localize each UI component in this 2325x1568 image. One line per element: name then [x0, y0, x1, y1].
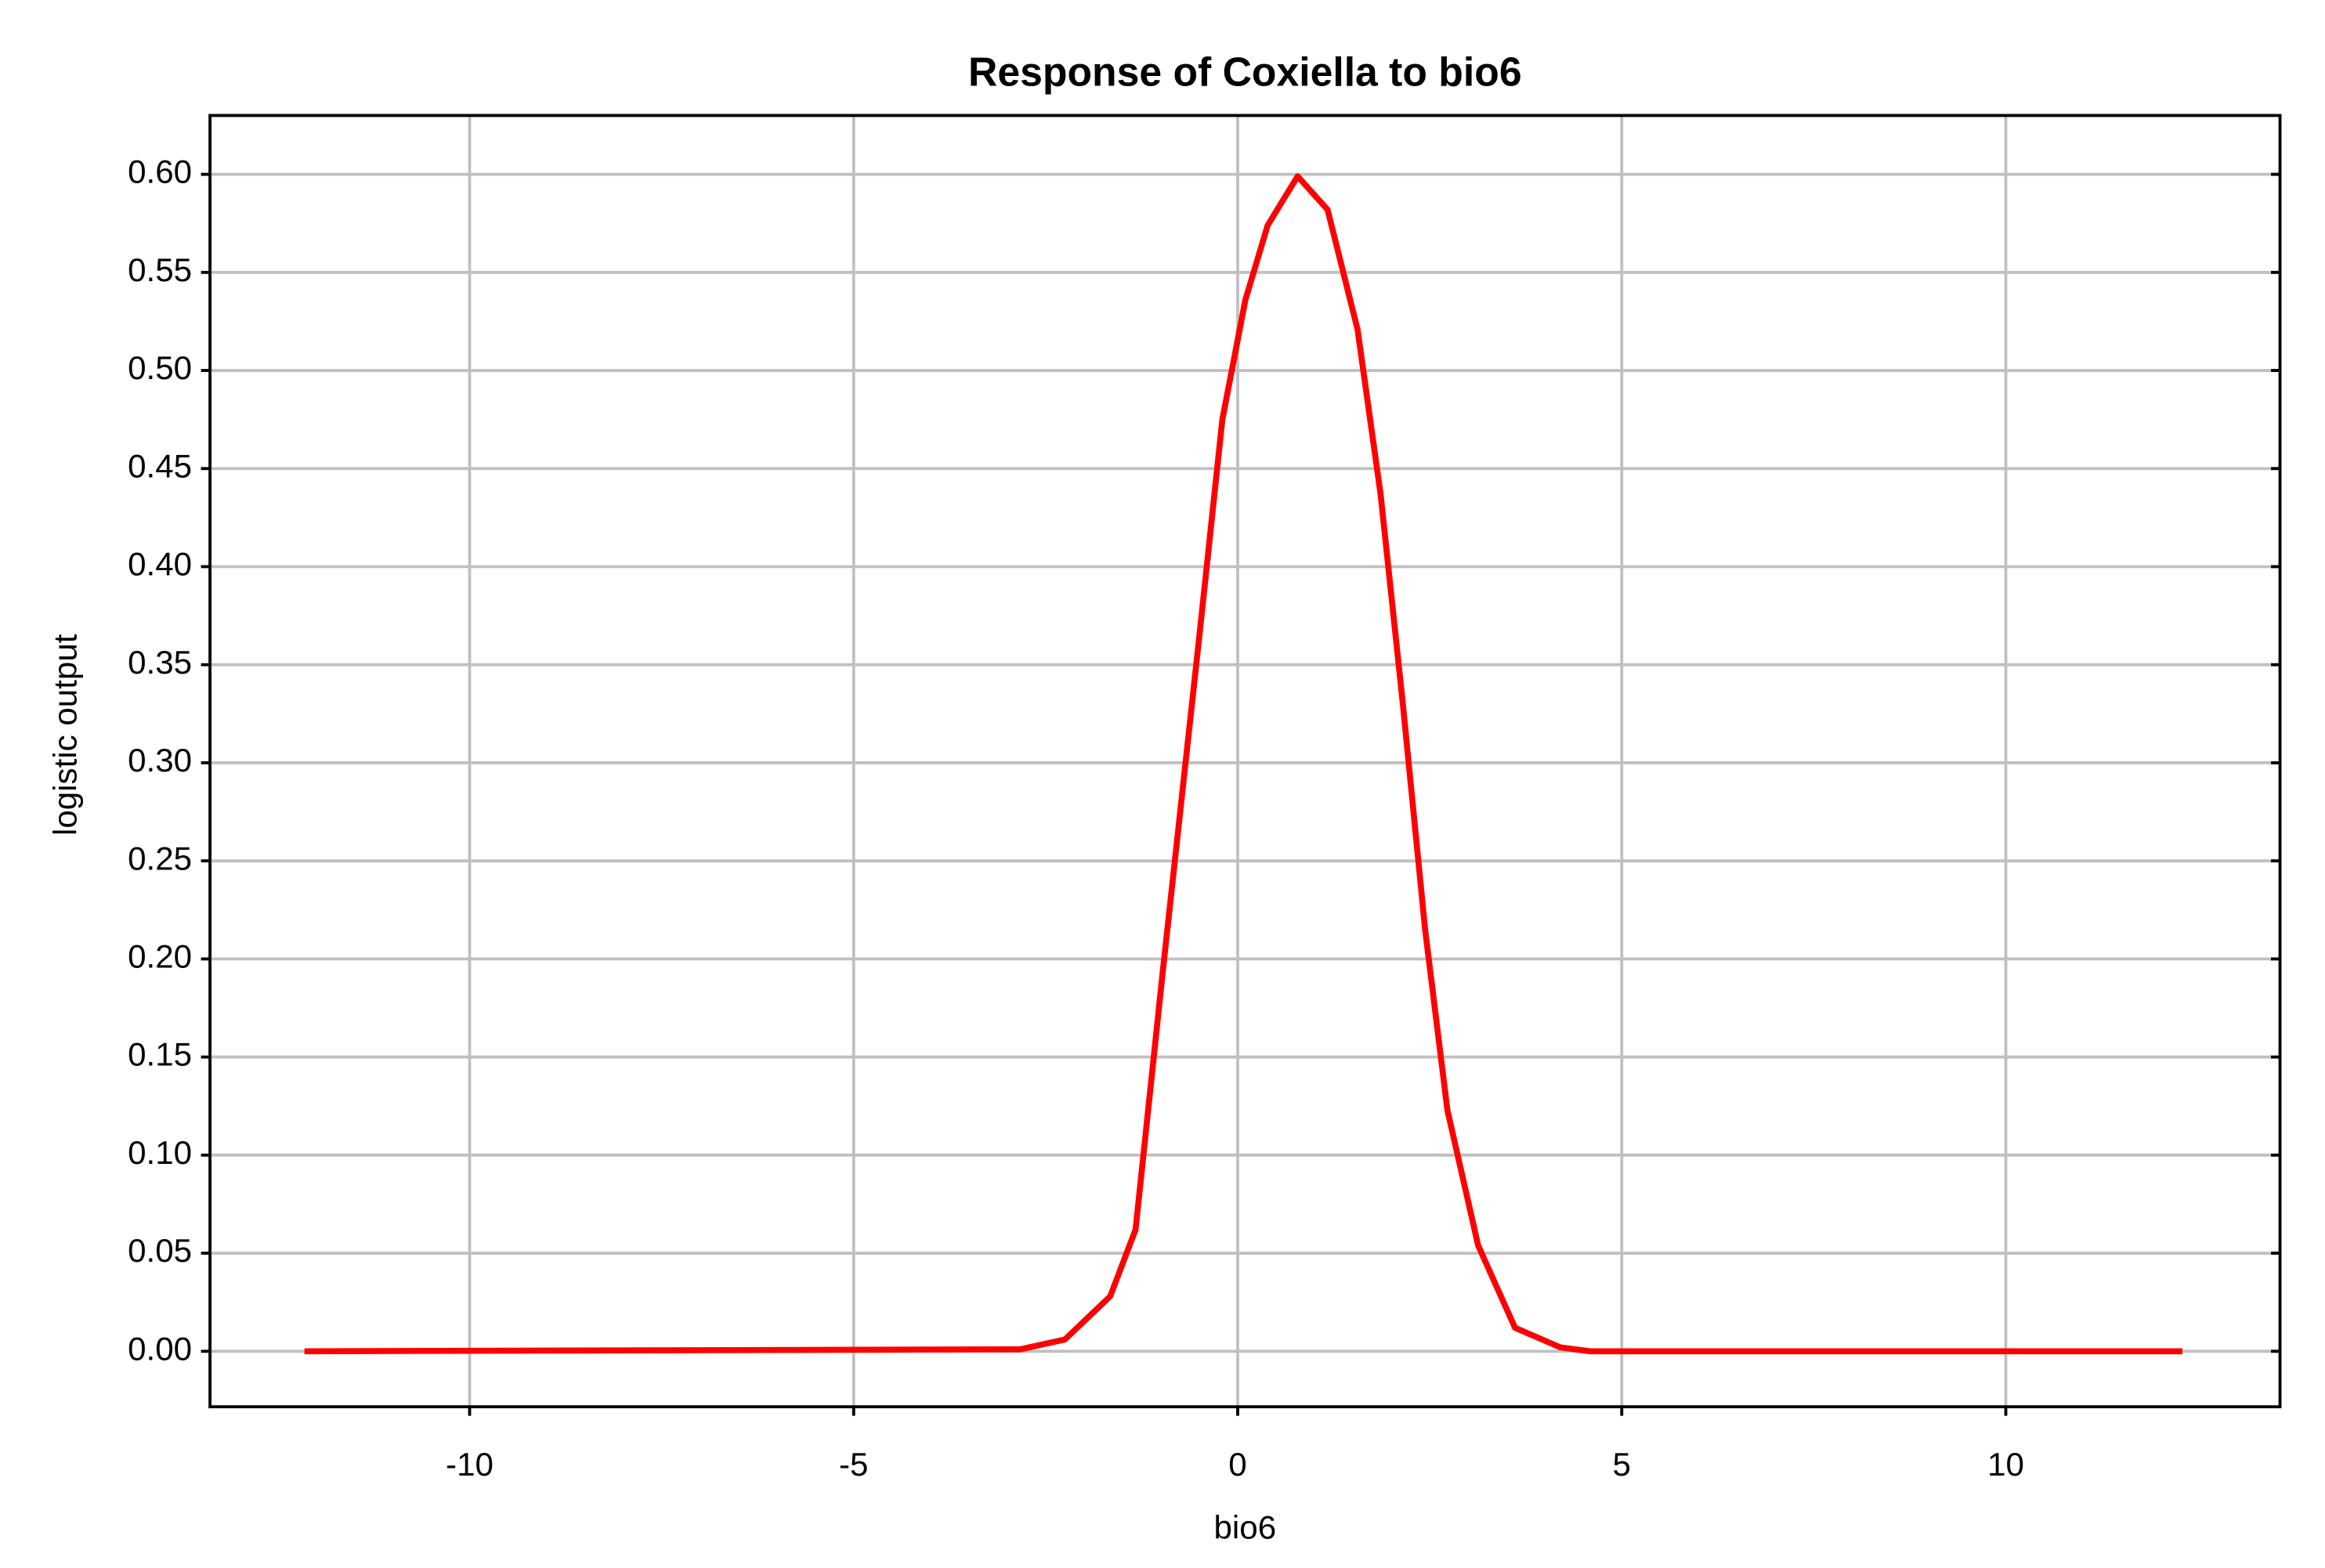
y-tick-label: 0.15: [128, 1036, 192, 1073]
x-tick-label: 5: [1613, 1446, 1631, 1483]
y-tick-label: 0.05: [128, 1232, 192, 1269]
y-tick-label: 0.45: [128, 447, 192, 484]
y-axis-label: logistic output: [46, 634, 83, 836]
response-curve: [304, 173, 2183, 1355]
y-tick-label: 0.50: [128, 349, 192, 386]
chart-title: Response of Coxiella to bio6: [968, 49, 1522, 94]
x-tick-label: 10: [1987, 1446, 2024, 1483]
y-tick-label: 0.25: [128, 840, 192, 876]
plot-frame: [208, 114, 2282, 1409]
x-tick-label: -5: [839, 1446, 868, 1483]
y-tick-label: 0.20: [128, 938, 192, 975]
y-tick-label: 0.40: [128, 546, 192, 583]
x-axis-label: bio6: [1214, 1508, 1277, 1545]
y-tick-label: 0.60: [128, 154, 192, 190]
y-tick-label: 0.55: [128, 251, 192, 288]
y-tick-label: 0.30: [128, 742, 192, 779]
y-tick-label: 0.35: [128, 644, 192, 681]
y-tick-label: 0.00: [128, 1330, 192, 1367]
x-tick-label: -10: [446, 1446, 494, 1483]
y-tick-label: 0.10: [128, 1134, 192, 1171]
x-tick-label: 0: [1228, 1446, 1246, 1483]
